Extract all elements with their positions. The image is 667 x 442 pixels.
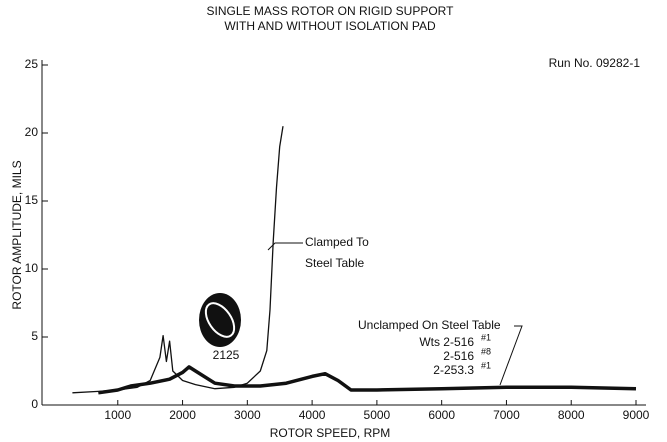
annotation: #8 [481,346,491,356]
annotation: 2125 [213,348,240,362]
stamp [204,302,236,338]
annotation: 2-253.3 [433,363,474,377]
y-tick-label: 10 [25,261,39,275]
x-tick-label: 8000 [558,408,585,422]
y-axis-label: ROTOR AMPLITUDE, MILS [10,160,24,309]
annotation: #1 [481,360,491,370]
series-line [98,365,637,395]
x-tick-label: 5000 [364,408,391,422]
annotation: Clamped To [305,235,369,249]
stamp [199,293,241,347]
y-tick-label: 20 [25,125,39,139]
x-tick-label: 3000 [234,408,261,422]
y-tick-label: 15 [25,193,39,207]
x-tick-label: 7000 [493,408,520,422]
annotation: Unclamped On Steel Table [358,318,501,332]
x-tick-label: 1000 [104,408,131,422]
arrow [267,242,303,251]
y-tick-label: 25 [25,57,39,71]
y-tick-label: 5 [31,329,38,343]
x-tick-label: 4000 [299,408,326,422]
annotation: #1 [481,332,491,342]
chart-subtitle: WITH AND WITHOUT ISOLATION PAD [224,19,436,33]
y-tick-label: 0 [31,397,38,411]
series-line [72,126,284,394]
chart-title: SINGLE MASS ROTOR ON RIGID SUPPORT [207,4,455,18]
annotation: 2-516 [443,349,474,363]
x-axis-label: ROTOR SPEED, RPM [270,426,390,440]
arrow [499,325,523,386]
x-tick-label: 9000 [623,408,650,422]
x-tick-label: 6000 [428,408,455,422]
annotation: Run No. 09282-1 [549,56,641,70]
x-tick-label: 2000 [169,408,196,422]
annotation: Steel Table [305,256,364,270]
annotation: Wts 2-516 [419,335,474,349]
